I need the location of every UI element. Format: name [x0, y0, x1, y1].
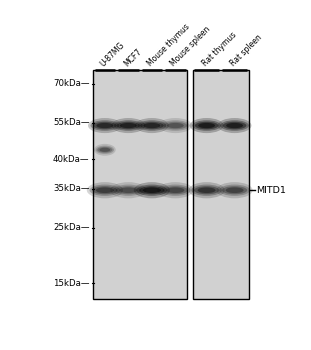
Text: 15kDa—: 15kDa—: [53, 279, 90, 288]
Ellipse shape: [222, 186, 247, 194]
Ellipse shape: [119, 187, 137, 193]
Ellipse shape: [96, 146, 114, 154]
Ellipse shape: [159, 118, 192, 133]
Ellipse shape: [195, 122, 218, 129]
Ellipse shape: [137, 184, 167, 196]
Ellipse shape: [94, 144, 116, 156]
Ellipse shape: [90, 184, 120, 196]
Ellipse shape: [223, 122, 246, 129]
Text: MCF7: MCF7: [122, 47, 143, 68]
Ellipse shape: [160, 184, 191, 196]
Ellipse shape: [134, 182, 170, 198]
Ellipse shape: [93, 122, 117, 129]
Ellipse shape: [111, 118, 145, 133]
Text: 70kDa—: 70kDa—: [53, 79, 90, 88]
Text: Rat thymus: Rat thymus: [200, 30, 238, 68]
Ellipse shape: [164, 122, 187, 129]
Ellipse shape: [191, 184, 222, 196]
Text: Rat spleen: Rat spleen: [228, 33, 263, 68]
Ellipse shape: [92, 186, 118, 194]
Ellipse shape: [114, 120, 143, 131]
Ellipse shape: [161, 120, 190, 131]
Ellipse shape: [96, 123, 113, 128]
Ellipse shape: [87, 182, 123, 198]
Text: 40kDa—: 40kDa—: [53, 155, 90, 164]
Ellipse shape: [218, 118, 252, 133]
Ellipse shape: [157, 182, 193, 198]
Ellipse shape: [190, 118, 224, 133]
Ellipse shape: [194, 186, 219, 194]
Ellipse shape: [113, 184, 144, 196]
Ellipse shape: [226, 123, 243, 128]
Ellipse shape: [197, 187, 216, 193]
Ellipse shape: [139, 186, 165, 194]
Ellipse shape: [110, 182, 146, 198]
Ellipse shape: [143, 187, 161, 193]
Ellipse shape: [137, 120, 166, 131]
Ellipse shape: [166, 187, 184, 193]
Ellipse shape: [225, 187, 244, 193]
Ellipse shape: [167, 123, 184, 128]
Ellipse shape: [143, 123, 160, 128]
Ellipse shape: [192, 120, 221, 131]
Ellipse shape: [135, 118, 169, 133]
Text: 25kDa—: 25kDa—: [53, 223, 90, 232]
Ellipse shape: [97, 147, 113, 153]
Ellipse shape: [96, 187, 114, 193]
Ellipse shape: [216, 182, 253, 198]
Ellipse shape: [198, 123, 215, 128]
Bar: [93, 70, 187, 299]
Text: 35kDa—: 35kDa—: [53, 184, 90, 194]
Ellipse shape: [88, 118, 122, 133]
Ellipse shape: [120, 123, 137, 128]
Ellipse shape: [219, 184, 250, 196]
Text: MITD1: MITD1: [257, 186, 286, 195]
Ellipse shape: [140, 122, 164, 129]
Text: 55kDa—: 55kDa—: [53, 118, 90, 127]
Ellipse shape: [188, 182, 225, 198]
Text: Mouse spleen: Mouse spleen: [169, 25, 212, 68]
Ellipse shape: [116, 186, 141, 194]
Ellipse shape: [163, 186, 188, 194]
Ellipse shape: [117, 122, 140, 129]
Ellipse shape: [220, 120, 249, 131]
Ellipse shape: [91, 120, 119, 131]
Ellipse shape: [100, 148, 110, 152]
Text: U-87MG: U-87MG: [99, 40, 126, 68]
Text: Mouse thymus: Mouse thymus: [146, 22, 191, 68]
Bar: [193, 70, 248, 299]
